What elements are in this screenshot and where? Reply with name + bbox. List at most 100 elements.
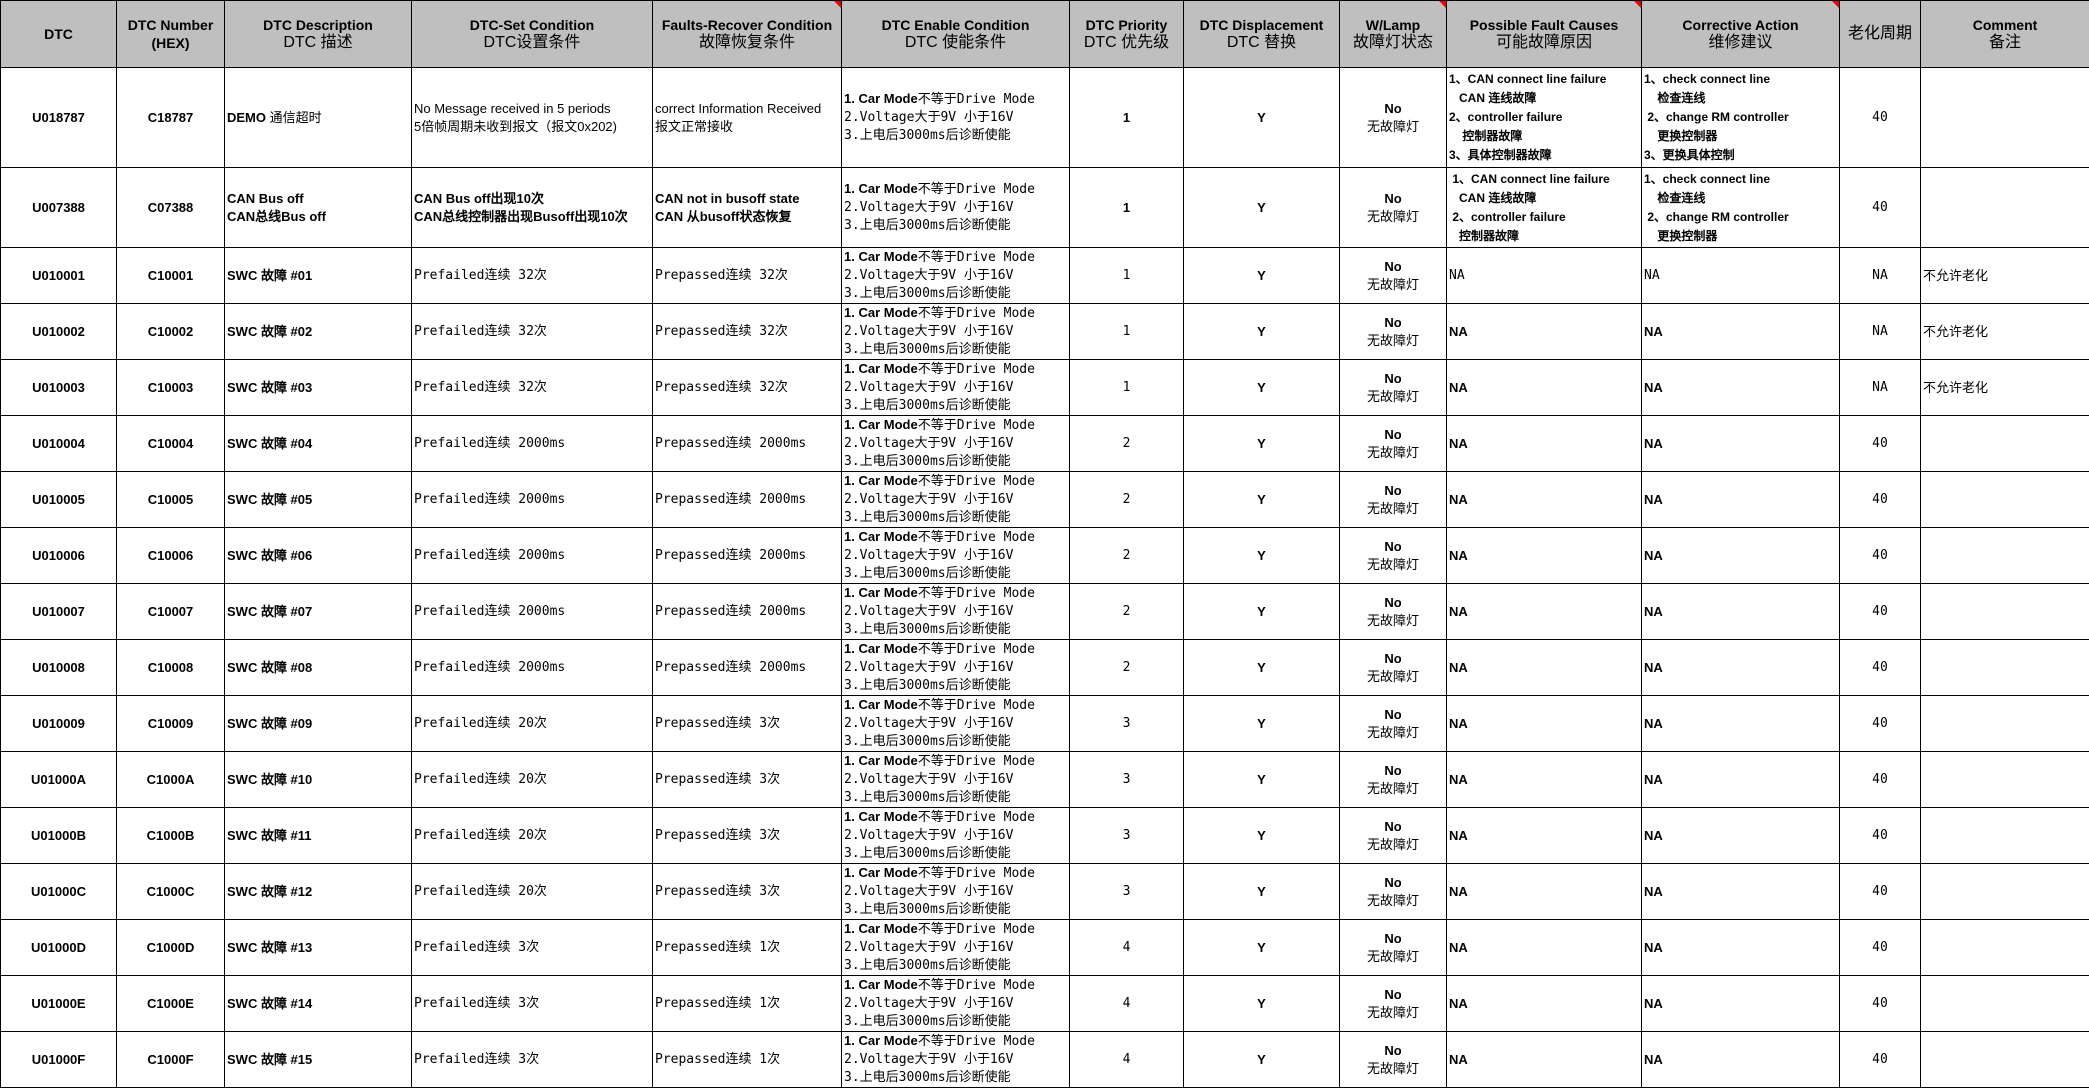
aging-cycle-cell[interactable]: 40	[1839, 583, 1921, 640]
aging-cycle-cell[interactable]: 40	[1839, 751, 1921, 808]
lamp-cell[interactable]: No 无故障灯	[1339, 167, 1447, 248]
corrective-action-cell[interactable]: NA	[1641, 695, 1840, 752]
enable-condition-cell[interactable]: 1. Car Mode不等于Drive Mode 2.Voltage大于9V 小…	[841, 751, 1070, 808]
displacement-cell[interactable]: Y	[1183, 975, 1340, 1032]
dtc-number-cell[interactable]: C10009	[116, 695, 225, 752]
lamp-cell[interactable]: No 无故障灯	[1339, 303, 1447, 360]
priority-cell[interactable]: 1	[1069, 303, 1184, 360]
fault-causes-cell[interactable]: NA	[1446, 415, 1642, 472]
fault-causes-cell[interactable]: 1、CAN connect line failure CAN 连线故障 2、con…	[1446, 67, 1642, 168]
fault-causes-cell[interactable]: NA	[1446, 639, 1642, 696]
dtc-number-cell[interactable]: C18787	[116, 67, 225, 168]
dtc-cell[interactable]: U010004	[0, 415, 117, 472]
recover-condition-cell[interactable]: Prepassed连续 2000ms	[652, 415, 842, 472]
set-condition-cell[interactable]: Prefailed连续 2000ms	[411, 583, 653, 640]
lamp-cell[interactable]: No 无故障灯	[1339, 527, 1447, 584]
lamp-cell[interactable]: No 无故障灯	[1339, 807, 1447, 864]
aging-cycle-cell[interactable]: 40	[1839, 415, 1921, 472]
dtc-number-cell[interactable]: C10007	[116, 583, 225, 640]
aging-cycle-cell[interactable]: 40	[1839, 471, 1921, 528]
description-cell[interactable]: SWC 故障 #09	[224, 695, 412, 752]
comment-cell[interactable]: 不允许老化	[1920, 303, 2089, 360]
dtc-number-cell[interactable]: C1000D	[116, 919, 225, 976]
enable-condition-cell[interactable]: 1. Car Mode不等于Drive Mode 2.Voltage大于9V 小…	[841, 639, 1070, 696]
recover-condition-cell[interactable]: Prepassed连续 3次	[652, 695, 842, 752]
recover-condition-cell[interactable]: Prepassed连续 2000ms	[652, 527, 842, 584]
lamp-cell[interactable]: No 无故障灯	[1339, 863, 1447, 920]
dtc-number-cell[interactable]: C1000E	[116, 975, 225, 1032]
recover-condition-cell[interactable]: Prepassed连续 32次	[652, 359, 842, 416]
dtc-cell[interactable]: U01000D	[0, 919, 117, 976]
aging-cycle-cell[interactable]: 40	[1839, 167, 1921, 248]
description-cell[interactable]: SWC 故障 #11	[224, 807, 412, 864]
fault-causes-cell[interactable]: 1、CAN connect line failure CAN 连线故障 2、co…	[1446, 167, 1642, 248]
displacement-cell[interactable]: Y	[1183, 471, 1340, 528]
set-condition-cell[interactable]: Prefailed连续 32次	[411, 359, 653, 416]
recover-condition-cell[interactable]: Prepassed连续 32次	[652, 303, 842, 360]
description-cell[interactable]: SWC 故障 #13	[224, 919, 412, 976]
priority-cell[interactable]: 2	[1069, 639, 1184, 696]
dtc-number-cell[interactable]: C1000B	[116, 807, 225, 864]
header-corrective-action[interactable]: Corrective Action 维修建议	[1641, 0, 1840, 68]
header-dtc-priority[interactable]: DTC Priority DTC 优先级	[1069, 0, 1184, 68]
aging-cycle-cell[interactable]: 40	[1839, 863, 1921, 920]
aging-cycle-cell[interactable]: 40	[1839, 807, 1921, 864]
set-condition-cell[interactable]: Prefailed连续 20次	[411, 863, 653, 920]
description-cell[interactable]: SWC 故障 #06	[224, 527, 412, 584]
description-cell[interactable]: SWC 故障 #12	[224, 863, 412, 920]
enable-condition-cell[interactable]: 1. Car Mode不等于Drive Mode 2.Voltage大于9V 小…	[841, 67, 1070, 168]
lamp-cell[interactable]: No 无故障灯	[1339, 471, 1447, 528]
dtc-number-cell[interactable]: C1000F	[116, 1031, 225, 1088]
dtc-number-cell[interactable]: C1000A	[116, 751, 225, 808]
dtc-number-cell[interactable]: C07388	[116, 167, 225, 248]
enable-condition-cell[interactable]: 1. Car Mode不等于Drive Mode 2.Voltage大于9V 小…	[841, 1031, 1070, 1088]
lamp-cell[interactable]: No 无故障灯	[1339, 67, 1447, 168]
dtc-cell[interactable]: U01000F	[0, 1031, 117, 1088]
lamp-cell[interactable]: No 无故障灯	[1339, 639, 1447, 696]
dtc-cell[interactable]: U007388	[0, 167, 117, 248]
corrective-action-cell[interactable]: NA	[1641, 471, 1840, 528]
enable-condition-cell[interactable]: 1. Car Mode不等于Drive Mode 2.Voltage大于9V 小…	[841, 807, 1070, 864]
recover-condition-cell[interactable]: Prepassed连续 1次	[652, 919, 842, 976]
enable-condition-cell[interactable]: 1. Car Mode不等于Drive Mode 2.Voltage大于9V 小…	[841, 167, 1070, 248]
priority-cell[interactable]: 4	[1069, 1031, 1184, 1088]
set-condition-cell[interactable]: Prefailed连续 2000ms	[411, 639, 653, 696]
displacement-cell[interactable]: Y	[1183, 639, 1340, 696]
fault-causes-cell[interactable]: NA	[1446, 863, 1642, 920]
lamp-cell[interactable]: No 无故障灯	[1339, 1031, 1447, 1088]
comment-cell[interactable]: 不允许老化	[1920, 247, 2089, 304]
comment-cell[interactable]	[1920, 751, 2089, 808]
enable-condition-cell[interactable]: 1. Car Mode不等于Drive Mode 2.Voltage大于9V 小…	[841, 303, 1070, 360]
corrective-action-cell[interactable]: NA	[1641, 303, 1840, 360]
recover-condition-cell[interactable]: Prepassed连续 1次	[652, 975, 842, 1032]
comment-cell[interactable]	[1920, 695, 2089, 752]
dtc-number-cell[interactable]: C10008	[116, 639, 225, 696]
description-cell[interactable]: SWC 故障 #07	[224, 583, 412, 640]
header-dtc-displacement[interactable]: DTC Displacement DTC 替换	[1183, 0, 1340, 68]
displacement-cell[interactable]: Y	[1183, 807, 1340, 864]
lamp-cell[interactable]: No 无故障灯	[1339, 919, 1447, 976]
priority-cell[interactable]: 2	[1069, 415, 1184, 472]
enable-condition-cell[interactable]: 1. Car Mode不等于Drive Mode 2.Voltage大于9V 小…	[841, 695, 1070, 752]
aging-cycle-cell[interactable]: 40	[1839, 919, 1921, 976]
priority-cell[interactable]: 1	[1069, 247, 1184, 304]
comment-cell[interactable]	[1920, 167, 2089, 248]
displacement-cell[interactable]: Y	[1183, 583, 1340, 640]
comment-cell[interactable]	[1920, 807, 2089, 864]
recover-condition-cell[interactable]: Prepassed连续 32次	[652, 247, 842, 304]
dtc-cell[interactable]: U010008	[0, 639, 117, 696]
corrective-action-cell[interactable]: NA	[1641, 1031, 1840, 1088]
priority-cell[interactable]: 4	[1069, 919, 1184, 976]
lamp-cell[interactable]: No 无故障灯	[1339, 359, 1447, 416]
dtc-cell[interactable]: U01000C	[0, 863, 117, 920]
displacement-cell[interactable]: Y	[1183, 359, 1340, 416]
header-comment[interactable]: Comment 备注	[1920, 0, 2089, 68]
comment-cell[interactable]	[1920, 1031, 2089, 1088]
comment-cell[interactable]	[1920, 471, 2089, 528]
description-cell[interactable]: SWC 故障 #03	[224, 359, 412, 416]
enable-condition-cell[interactable]: 1. Car Mode不等于Drive Mode 2.Voltage大于9V 小…	[841, 415, 1070, 472]
set-condition-cell[interactable]: Prefailed连续 32次	[411, 303, 653, 360]
enable-condition-cell[interactable]: 1. Car Mode不等于Drive Mode 2.Voltage大于9V 小…	[841, 863, 1070, 920]
aging-cycle-cell[interactable]: 40	[1839, 695, 1921, 752]
displacement-cell[interactable]: Y	[1183, 167, 1340, 248]
